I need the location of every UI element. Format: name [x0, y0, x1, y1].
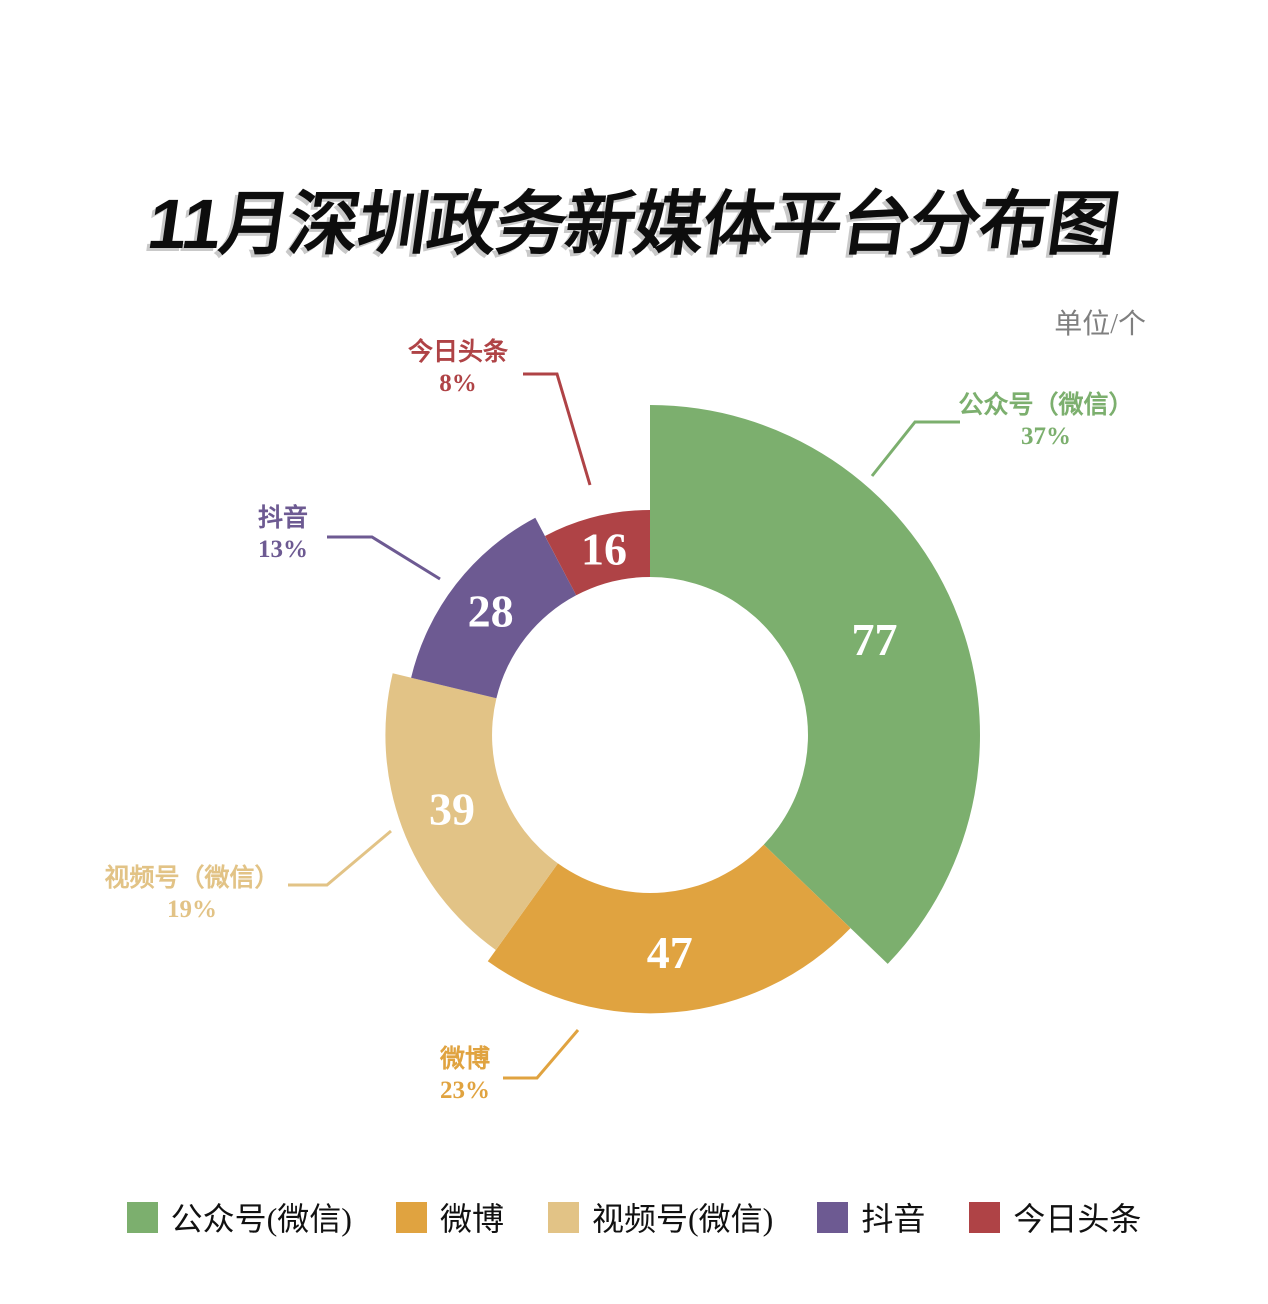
annotation-percent-2: 19% — [166, 896, 217, 923]
legend-swatch-3 — [817, 1201, 849, 1233]
annotation-2: 视频号（微信） 19% — [104, 863, 279, 925]
legend-swatch-4 — [969, 1201, 1001, 1233]
annotation-name-2: 视频号（微信） — [104, 865, 280, 892]
annotation-1: 微博 23% — [440, 1044, 490, 1106]
annotation-name-0: 公众号（微信） — [958, 392, 1134, 419]
legend-label-4: 今日头条 — [1013, 1201, 1142, 1237]
legend-item-4[interactable]: 今日头条 — [969, 1194, 1141, 1240]
pie-slice-4[interactable] — [545, 510, 650, 596]
legend-item-3[interactable]: 抖音 — [817, 1194, 925, 1240]
legend: 公众号(微信) 微博 视频号(微信) 抖音 今日头条 — [0, 1194, 1268, 1240]
annotation-0: 公众号（微信） 37% — [958, 390, 1133, 452]
slice-value-label-3: 28 — [468, 586, 514, 637]
legend-label-0: 公众号(微信) — [170, 1201, 352, 1237]
legend-item-1[interactable]: 微博 — [395, 1194, 504, 1240]
legend-swatch-0 — [126, 1201, 158, 1233]
pie-slice-2[interactable] — [385, 673, 558, 950]
leader-line-4 — [523, 372, 592, 486]
slice-value-label-0: 77 — [852, 614, 898, 665]
annotation-percent-3: 13% — [257, 536, 308, 563]
slice-value-label-4: 16 — [581, 524, 627, 575]
annotation-name-4: 今日头条 — [407, 339, 509, 366]
annotation-name-3: 抖音 — [257, 505, 309, 532]
annotation-percent-0: 37% — [1020, 423, 1071, 450]
legend-label-2: 视频号(微信) — [591, 1201, 774, 1237]
leader-line-0 — [870, 420, 960, 477]
legend-label-1: 微博 — [439, 1201, 504, 1237]
leader-line-3 — [327, 535, 441, 581]
annotation-name-1: 微博 — [439, 1046, 491, 1073]
leader-line-2 — [288, 829, 392, 887]
annotation-percent-4: 8% — [439, 370, 477, 397]
legend-item-0[interactable]: 公众号(微信) — [126, 1194, 352, 1240]
pie-slice-0[interactable] — [650, 405, 980, 964]
slice-value-label-1: 47 — [647, 927, 693, 978]
leader-line-1 — [503, 1029, 580, 1080]
slice-value-label-2: 39 — [429, 783, 475, 834]
annotation-3: 抖音 13% — [258, 503, 308, 565]
annotation-percent-1: 23% — [439, 1077, 490, 1104]
legend-label-3: 抖音 — [861, 1201, 926, 1237]
legend-swatch-1 — [395, 1201, 427, 1233]
unit-label: 单位/个 — [1054, 309, 1146, 340]
pie-slice-1[interactable] — [487, 844, 851, 1014]
legend-swatch-2 — [547, 1201, 579, 1233]
pie-slice-3[interactable] — [411, 517, 577, 699]
annotation-4: 今日头条 8% — [408, 337, 508, 399]
legend-item-2[interactable]: 视频号(微信) — [547, 1194, 774, 1240]
